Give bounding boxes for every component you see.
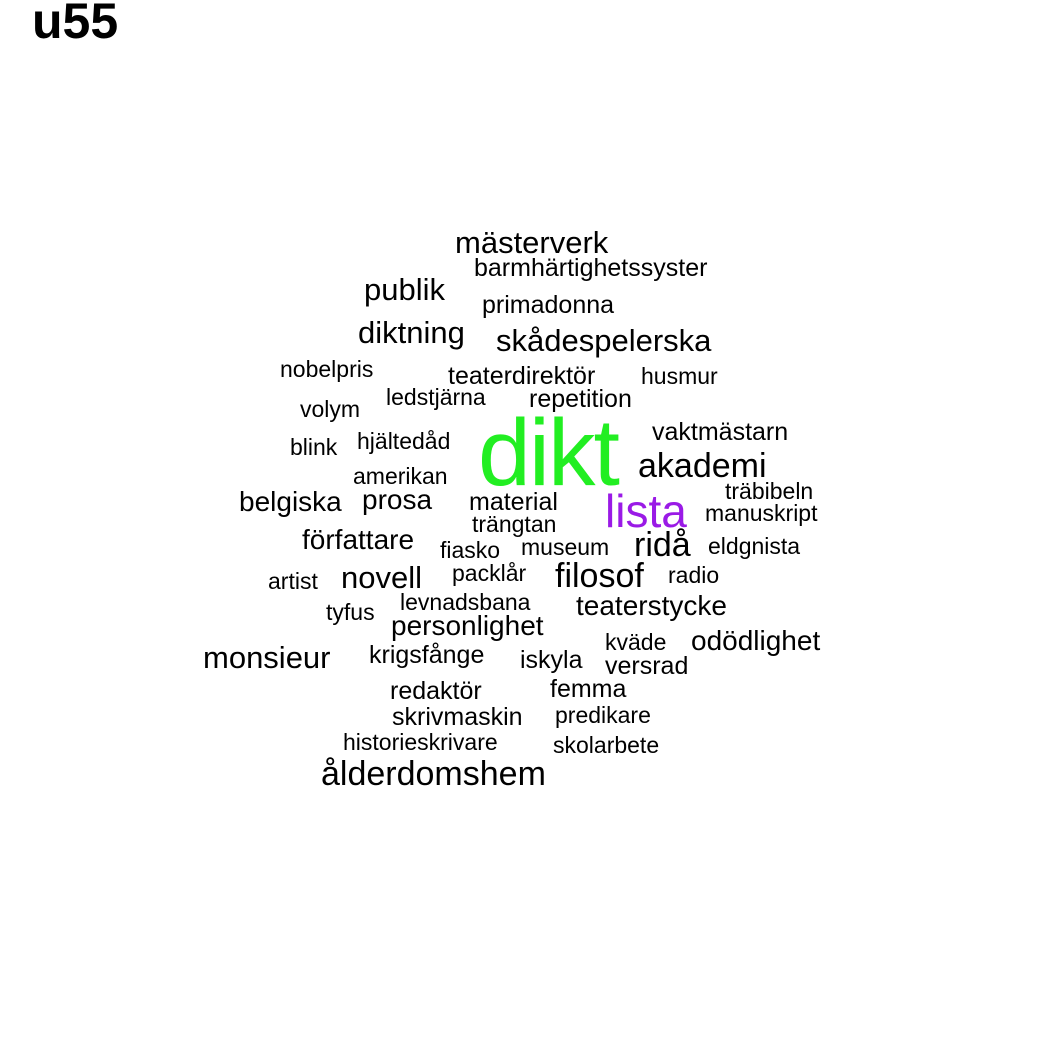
word-belgiska: belgiska (239, 486, 342, 517)
word-vaktmastarn: vaktmästarn (652, 418, 789, 446)
word-femma: femma (550, 675, 627, 703)
word-predikare: predikare (555, 702, 651, 728)
word-krigsfange: krigsfånge (369, 641, 485, 669)
word-filosof: filosof (555, 557, 644, 595)
word-alderdomshem: ålderdomshem (321, 755, 546, 793)
word-radio: radio (668, 562, 720, 588)
word-hjaltedad: hjältedåd (357, 428, 451, 454)
word-skrivmaskin: skrivmaskin (392, 703, 523, 731)
word-packlar: packlår (452, 560, 527, 586)
word-novell: novell (341, 560, 422, 595)
word-lista: lista (605, 485, 687, 537)
word-masterverk: mästerverk (455, 225, 609, 260)
word-personlighet: personlighet (391, 610, 544, 641)
word-akademi: akademi (638, 447, 767, 485)
word-monsieur: monsieur (203, 640, 331, 675)
word-redaktor: redaktör (390, 677, 482, 705)
word-tyfus: tyfus (326, 599, 375, 625)
word-trangtan: trängtan (472, 511, 557, 537)
word-teaterstycke: teaterstycke (576, 590, 727, 621)
word-diktning: diktning (358, 315, 465, 350)
word-versrad: versrad (605, 652, 689, 680)
word-husmur: husmur (641, 363, 718, 389)
word-repetition: repetition (529, 385, 632, 413)
word-nobelpris: nobelpris (280, 356, 374, 382)
word-forfattare: författare (302, 524, 415, 555)
word-kvade: kväde (605, 629, 667, 655)
word-trabibeln: träbibeln (725, 478, 814, 504)
word-prosa: prosa (362, 484, 433, 515)
word-material: material (469, 488, 558, 516)
word-manuskript: manuskript (705, 500, 818, 526)
word-eldgnista: eldgnista (708, 533, 801, 559)
word-artist: artist (268, 568, 318, 594)
word-fiasko: fiasko (440, 537, 501, 563)
word-volym: volym (300, 396, 361, 422)
word-amerikan: amerikan (353, 463, 448, 489)
word-blink: blink (290, 434, 338, 460)
word-dikt: dikt (478, 400, 620, 506)
word-historieskrivare: historieskrivare (343, 729, 498, 755)
word-levnadsbana: levnadsbana (400, 589, 531, 615)
page-title: u55 (32, 0, 119, 49)
word-rida: ridå (634, 526, 691, 564)
word-barmhartighetssyster: barmhärtighetssyster (474, 254, 708, 282)
word-ododlighet: odödlighet (691, 625, 821, 656)
word-skadespelerska: skådespelerska (496, 323, 712, 358)
word-teaterdirektor: teaterdirektör (448, 362, 596, 390)
word-skolarbete: skolarbete (553, 732, 660, 758)
word-ledstjarna: ledstjärna (386, 384, 486, 410)
word-primadonna: primadonna (482, 291, 615, 319)
word-museum: museum (521, 534, 610, 560)
word-iskyla: iskyla (520, 646, 583, 674)
word-publik: publik (364, 272, 445, 307)
